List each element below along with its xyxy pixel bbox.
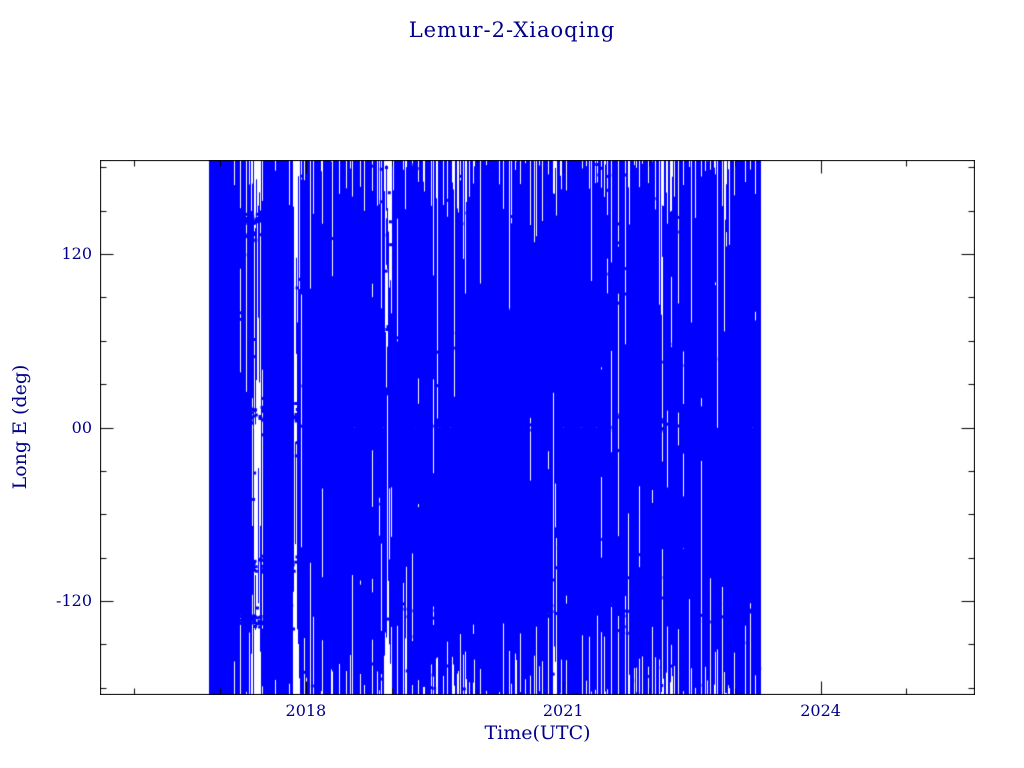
x-tick-label: 2018: [285, 701, 327, 720]
y-tick-label: 120: [61, 243, 92, 263]
x-tick-label: 2024: [800, 701, 841, 720]
x-axis-label: Time(UTC): [484, 722, 591, 744]
y-axis-label: Long E (deg): [9, 364, 31, 490]
plot-canvas: [100, 160, 975, 695]
y-tick-label: 00: [71, 417, 92, 437]
y-tick-label: -120: [56, 591, 92, 610]
x-tick-label: 2021: [542, 701, 584, 720]
chart-title: Lemur-2-Xiaoqing: [408, 18, 616, 42]
